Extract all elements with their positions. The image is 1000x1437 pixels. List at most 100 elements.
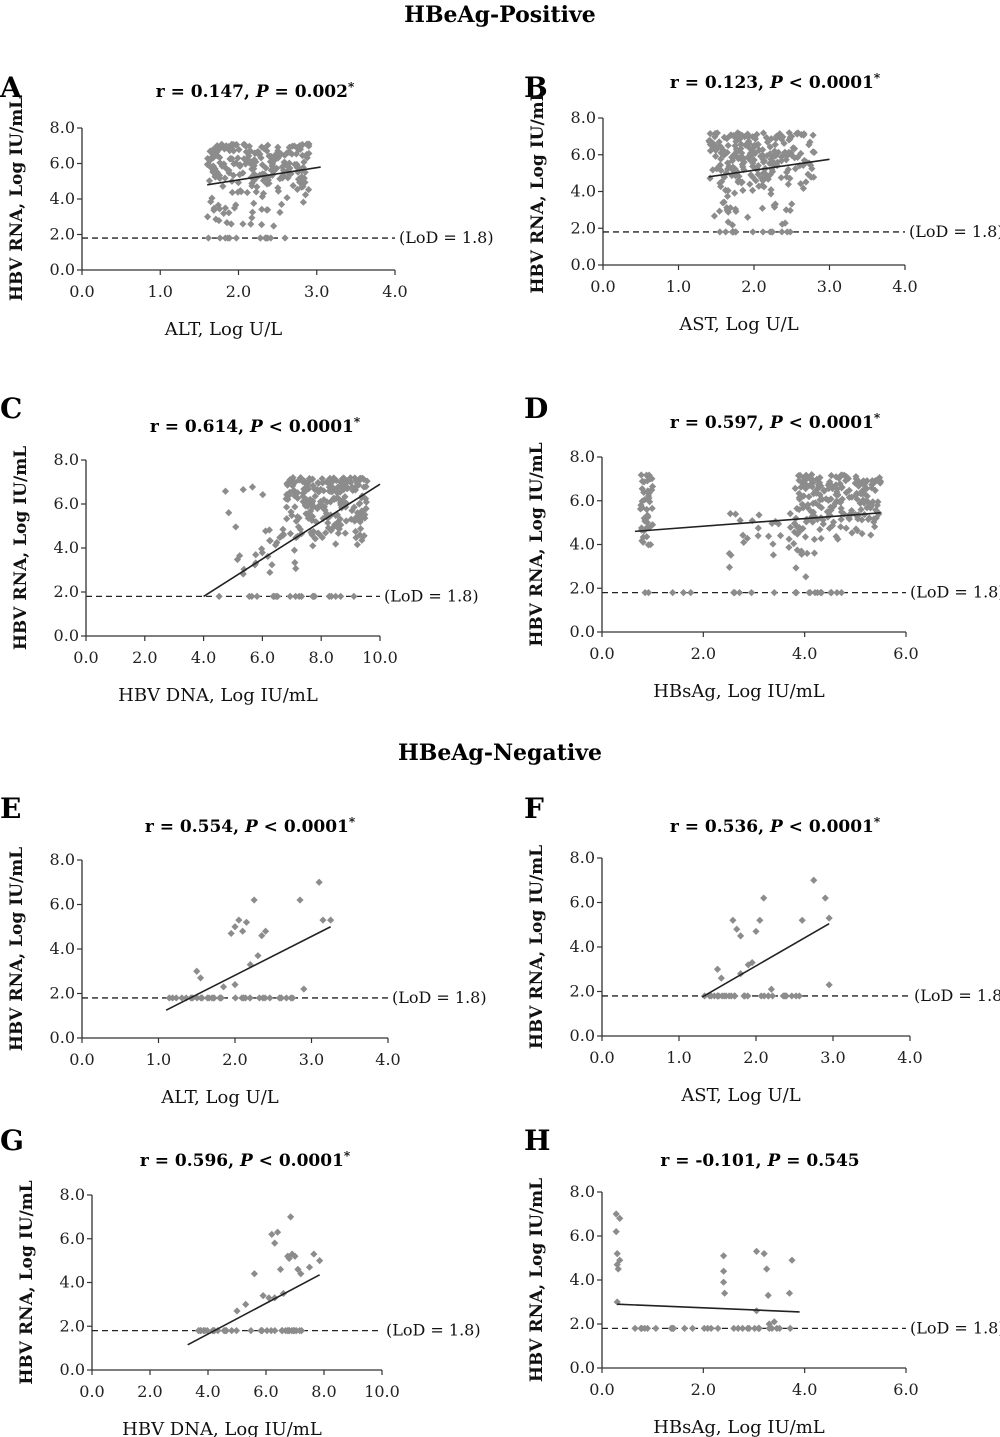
section-title-negative: HBeAg-Negative <box>398 740 602 766</box>
data-point <box>716 161 724 169</box>
y-tick-label: 0.0 <box>54 626 79 645</box>
x-tick-label: 3.0 <box>304 282 329 301</box>
x-tick-label: 10.0 <box>362 648 398 667</box>
data-point <box>221 174 229 182</box>
data-point <box>357 525 365 533</box>
data-point <box>755 511 763 519</box>
y-tick-label: 2.0 <box>50 225 75 244</box>
data-point <box>718 178 726 186</box>
data-point <box>291 1252 299 1260</box>
data-point <box>748 517 756 525</box>
data-point <box>766 171 774 179</box>
data-point <box>168 994 177 1002</box>
data-point <box>220 209 228 218</box>
data-point <box>636 505 645 513</box>
data-point <box>332 476 340 485</box>
data-point <box>800 492 808 500</box>
data-point <box>743 534 751 542</box>
correlation-stats: r = 0.123, P < 0.0001* <box>670 71 881 93</box>
data-point <box>871 486 879 494</box>
data-point <box>235 146 243 154</box>
data-point <box>254 148 262 156</box>
data-point <box>242 918 251 926</box>
data-point <box>868 484 876 492</box>
regression-line <box>617 1303 800 1313</box>
data-point <box>802 484 810 493</box>
data-point <box>793 504 801 513</box>
data-point <box>648 504 656 513</box>
data-point <box>843 473 851 481</box>
y-tick-label: 4.0 <box>50 189 75 208</box>
data-point <box>807 161 815 169</box>
data-point <box>836 480 844 488</box>
lod-label: (LoD = 1.8) <box>909 222 1000 241</box>
data-point <box>740 992 748 1000</box>
data-point <box>207 198 215 206</box>
y-tick-label: 8.0 <box>571 108 596 127</box>
data-point <box>334 518 342 526</box>
data-point <box>709 143 717 152</box>
data-point <box>356 499 364 507</box>
x-axis-label: ALT, Log U/L <box>164 319 283 340</box>
data-point <box>296 145 305 153</box>
data-point <box>233 555 242 564</box>
data-point <box>266 158 275 166</box>
x-tick-label: 0.0 <box>589 1048 614 1067</box>
data-point <box>845 493 853 501</box>
y-axis-label: HBV RNA, Log IU/mL <box>527 1178 547 1382</box>
data-point <box>795 495 804 503</box>
data-point <box>783 173 791 181</box>
data-point <box>828 482 836 490</box>
data-point <box>210 206 218 214</box>
data-point <box>220 160 228 168</box>
data-point <box>793 129 801 138</box>
data-point <box>290 546 299 554</box>
data-point <box>288 1250 296 1258</box>
data-point <box>787 149 795 157</box>
x-tick-label: 0.0 <box>79 1382 104 1401</box>
x-tick-label: 0.0 <box>73 648 98 667</box>
data-point <box>797 131 805 139</box>
data-point <box>767 985 775 993</box>
data-point <box>246 994 254 1002</box>
data-point <box>239 220 247 228</box>
x-axis-label: HBV DNA, Log IU/mL <box>122 1419 322 1437</box>
data-point <box>295 592 303 600</box>
data-point <box>848 529 856 537</box>
data-point <box>731 992 739 1000</box>
data-point <box>242 1300 250 1308</box>
data-point <box>225 509 233 517</box>
data-point <box>785 1289 794 1297</box>
data-point <box>785 129 793 137</box>
data-point <box>353 541 361 549</box>
data-point <box>269 163 277 171</box>
data-point <box>274 1228 282 1236</box>
panel-letter: C <box>0 392 22 425</box>
correlation-stats: r = 0.536, P < 0.0001* <box>670 815 881 837</box>
x-tick-label: 0.0 <box>69 1050 94 1069</box>
data-point <box>645 524 653 532</box>
data-point <box>751 1324 759 1332</box>
data-point <box>863 504 871 512</box>
data-point <box>817 482 825 490</box>
data-point <box>231 923 239 931</box>
data-point <box>711 152 720 160</box>
data-point <box>311 592 319 600</box>
data-point <box>802 471 810 479</box>
data-point <box>265 152 273 160</box>
data-point <box>256 234 264 242</box>
data-point <box>732 137 740 146</box>
data-point <box>196 1327 204 1335</box>
p-value: < 0.0001 <box>263 417 354 437</box>
data-point <box>214 146 223 154</box>
x-tick-label: 1.0 <box>148 282 173 301</box>
data-point <box>307 528 315 537</box>
data-point <box>326 474 334 482</box>
data-point <box>739 531 747 539</box>
data-point <box>239 485 247 494</box>
data-point <box>810 876 818 884</box>
data-point <box>239 570 247 578</box>
data-point <box>767 186 775 194</box>
correlation-stats: r = -0.101, P = 0.545 <box>660 1151 859 1171</box>
data-point <box>833 488 841 496</box>
